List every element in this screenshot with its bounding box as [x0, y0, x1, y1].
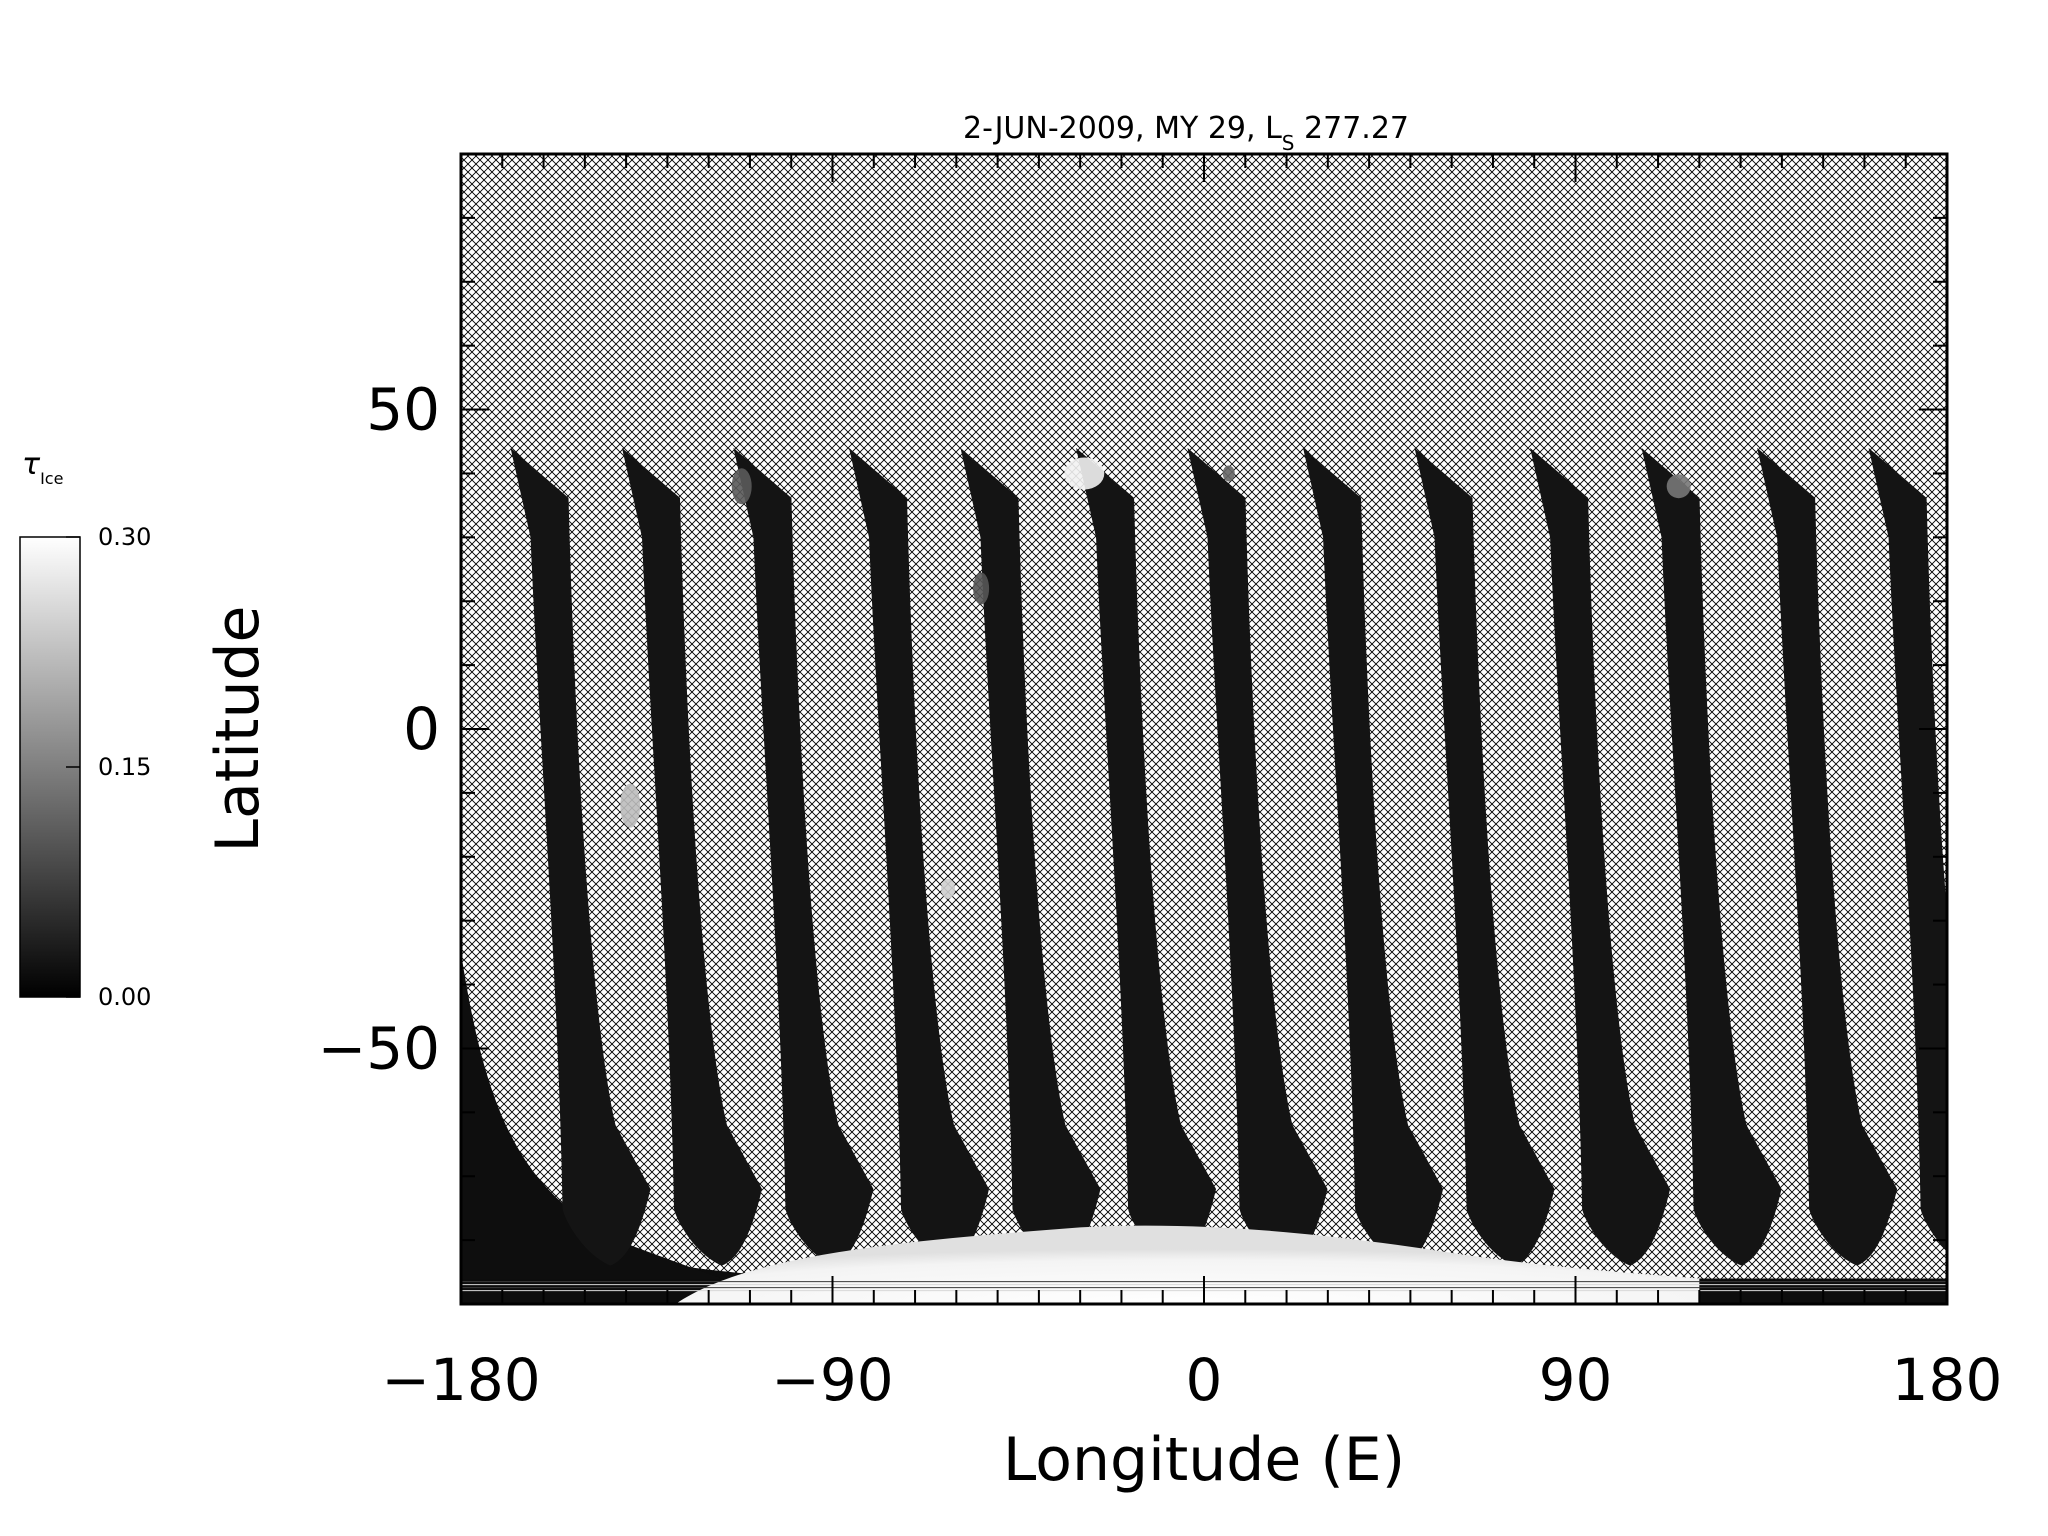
colorbar-tick-label: 0.30	[98, 523, 151, 551]
orbit-swath	[733, 447, 874, 1266]
data-layer	[461, 447, 1947, 1304]
x-tick-label: 0	[1186, 1346, 1223, 1414]
orbit-swath	[510, 447, 651, 1266]
orbit-swath	[621, 447, 762, 1266]
orbit-swath	[1530, 447, 1671, 1266]
cloud-patch	[620, 783, 641, 828]
axes: −180 −90 0 90 180 −50 0 50	[318, 153, 2003, 1414]
x-tick-label: −90	[771, 1346, 893, 1414]
orbit-swath	[1757, 447, 1898, 1266]
orbit-swath	[1303, 447, 1444, 1266]
orbit-swath	[1076, 447, 1217, 1266]
y-tick-label: 0	[403, 695, 440, 763]
orbit-swath	[1414, 447, 1555, 1266]
edge-swath	[461, 952, 721, 1279]
colorbar-label-subscript: Ice	[40, 469, 63, 488]
colorbar-ticks: 0.30 0.15 0.00	[66, 523, 151, 1011]
colorbar: τIce 0.30 0.15 0.00	[19, 447, 151, 1011]
orbit-swath	[1641, 447, 1782, 1266]
colorbar-tick-label: 0.00	[98, 983, 151, 1011]
y-axis-title: Latitude	[203, 606, 273, 853]
x-tick-label: 180	[1892, 1346, 2003, 1414]
colorbar-label: τIce	[22, 447, 63, 488]
orbit-swath	[849, 447, 990, 1266]
orbit-swath	[1868, 447, 1947, 1251]
x-tick-label: −180	[381, 1346, 540, 1414]
cloud-patch	[1666, 474, 1691, 499]
x-axis-title: Longitude (E)	[1003, 1425, 1405, 1495]
orbit-swath	[1187, 447, 1328, 1266]
title-value: 277.27	[1294, 111, 1409, 146]
y-tick-label: −50	[318, 1014, 440, 1082]
y-tick-label: 50	[366, 376, 440, 444]
x-tick-label: 90	[1539, 1346, 1613, 1414]
chart-title: 2-JUN-2009, MY 29, LS 277.27	[963, 111, 1409, 155]
cloud-patch	[1064, 457, 1105, 490]
cloud-patch	[973, 572, 990, 605]
orbit-swath	[960, 447, 1101, 1266]
colorbar-tick-label: 0.15	[98, 753, 151, 781]
title-subscript: S	[1282, 131, 1295, 155]
cloud-patch	[941, 878, 956, 899]
cloud-patch	[1222, 465, 1235, 482]
cloud-patch	[731, 468, 752, 505]
